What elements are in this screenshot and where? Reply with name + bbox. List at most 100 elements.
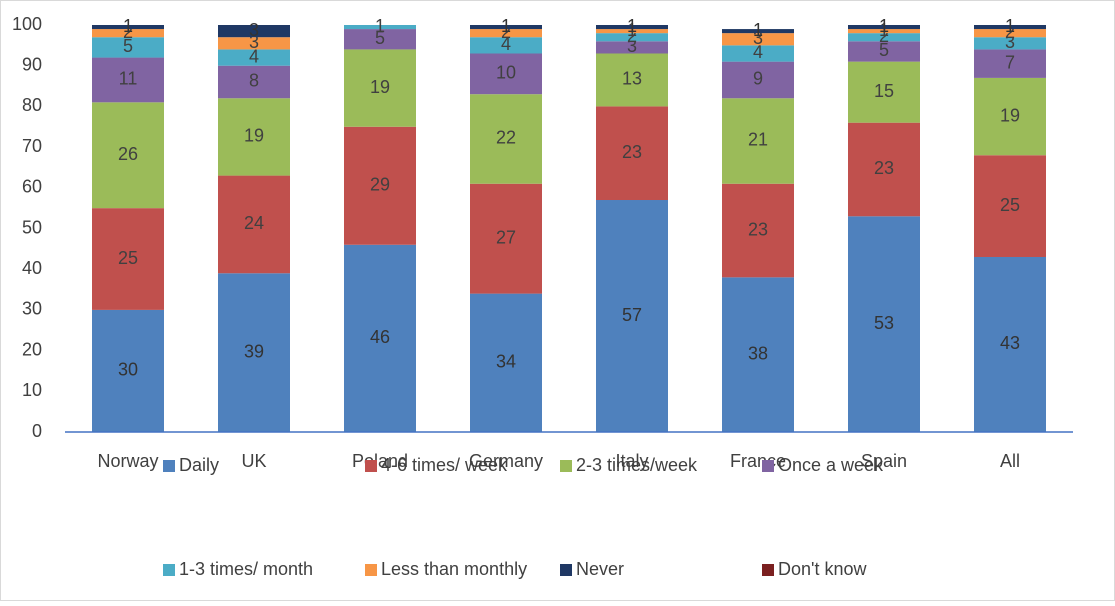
data-label: 43 — [1000, 333, 1020, 353]
bar-segment — [218, 273, 290, 432]
bar-segment — [722, 45, 794, 62]
bar-segment — [218, 98, 290, 176]
data-label: 1 — [627, 16, 637, 36]
bar-segment — [92, 208, 164, 310]
data-label: 2 — [501, 22, 511, 42]
data-label: 10 — [496, 63, 516, 83]
bar-segment — [344, 244, 416, 432]
data-label: 2 — [627, 26, 637, 46]
bar-segment — [722, 183, 794, 278]
y-tick-label: 90 — [22, 54, 42, 74]
bar-segment — [218, 37, 290, 50]
y-tick-label: 70 — [22, 136, 42, 156]
data-label: 7 — [1005, 52, 1015, 72]
data-label: 2 — [879, 26, 889, 46]
legend-label: 4-6 times/ week — [381, 455, 508, 475]
bar-segment — [596, 25, 668, 30]
data-label: 1 — [879, 16, 889, 36]
data-label: 23 — [874, 158, 894, 178]
data-label: 29 — [370, 175, 390, 195]
data-label: 3 — [753, 28, 763, 48]
bar-segment — [344, 29, 416, 50]
bar-segment — [92, 25, 164, 30]
data-label: 34 — [496, 352, 516, 372]
bar-segment — [974, 29, 1046, 38]
bar-segment — [848, 216, 920, 432]
y-tick-label: 60 — [22, 177, 42, 197]
bar-segment — [596, 106, 668, 201]
data-label: 13 — [622, 69, 642, 89]
data-label: 5 — [123, 36, 133, 56]
x-tick-label: Italy — [615, 451, 648, 471]
legend-swatch — [163, 564, 175, 576]
bar-segment — [596, 29, 668, 34]
x-tick-label: Spain — [861, 451, 907, 471]
data-label: 3 — [627, 36, 637, 56]
data-label: 1 — [375, 16, 385, 36]
legend-swatch — [560, 460, 572, 472]
bar-segment — [722, 277, 794, 432]
bar-segment — [344, 126, 416, 245]
data-label: 3 — [249, 32, 259, 52]
data-label: 1 — [123, 16, 133, 36]
data-label: 15 — [874, 81, 894, 101]
bar-segment — [344, 49, 416, 127]
data-label: 2 — [123, 22, 133, 42]
bar-segment — [596, 33, 668, 42]
bar-segment — [470, 25, 542, 30]
data-label: 1 — [753, 20, 763, 40]
bar-segment — [596, 200, 668, 432]
bar-segment — [344, 25, 416, 30]
bar-segment — [722, 33, 794, 46]
bar-segment — [848, 41, 920, 62]
bar-segment — [596, 53, 668, 107]
data-label: 46 — [370, 327, 390, 347]
legend-label: 2-3 times/week — [576, 455, 698, 475]
bar-segment — [218, 175, 290, 274]
data-label: 4 — [249, 46, 259, 66]
legend-swatch — [762, 564, 774, 576]
bar-segment — [470, 29, 542, 38]
bar-segment — [974, 49, 1046, 78]
legend-label: Less than monthly — [381, 559, 527, 579]
data-label: 38 — [748, 343, 768, 363]
bar-segment — [848, 61, 920, 123]
bar-segment — [722, 98, 794, 184]
x-tick-label: All — [1000, 451, 1020, 471]
legend-label: 1-3 times/ month — [179, 559, 313, 579]
legend-swatch — [560, 564, 572, 576]
x-tick-label: UK — [241, 451, 266, 471]
bar-segment — [974, 25, 1046, 30]
data-label: 9 — [753, 69, 763, 89]
bar-segment — [848, 122, 920, 217]
bar-segment — [470, 293, 542, 432]
data-label: 1 — [501, 16, 511, 36]
data-label: 8 — [249, 71, 259, 91]
bar-segment — [470, 37, 542, 54]
x-tick-label: Germany — [469, 451, 543, 471]
data-label: 1 — [627, 20, 637, 40]
data-label: 30 — [118, 360, 138, 380]
bar-segment — [92, 309, 164, 432]
data-label: 11 — [119, 69, 138, 89]
data-label: 19 — [244, 126, 264, 146]
data-label: 22 — [496, 128, 516, 148]
data-label: 4 — [753, 42, 763, 62]
bar-segment — [974, 77, 1046, 156]
y-tick-label: 20 — [22, 339, 42, 359]
y-tick-label: 30 — [22, 299, 42, 319]
data-label: 57 — [622, 305, 642, 325]
data-label: 23 — [622, 142, 642, 162]
data-label: 19 — [370, 77, 390, 97]
bar-segment — [92, 57, 164, 103]
bar-segment — [974, 256, 1046, 432]
bar-segment — [218, 65, 290, 99]
data-label: 5 — [879, 40, 889, 60]
data-label: 27 — [496, 227, 516, 247]
data-label: 25 — [1000, 195, 1020, 215]
legend-label: Never — [576, 559, 624, 579]
data-label: 4 — [501, 34, 511, 54]
data-label: 1 — [879, 20, 889, 40]
bar-segment — [596, 41, 668, 54]
